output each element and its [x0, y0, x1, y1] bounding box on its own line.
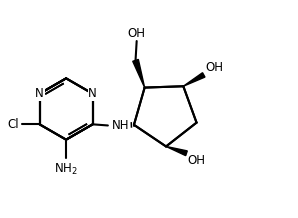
Text: N: N: [35, 87, 44, 100]
Polygon shape: [183, 73, 205, 86]
Text: NH$_2$: NH$_2$: [54, 162, 78, 177]
Polygon shape: [133, 60, 145, 88]
Text: OH: OH: [188, 154, 206, 167]
Text: Cl: Cl: [7, 118, 19, 131]
Text: OH: OH: [205, 61, 223, 74]
Text: OH: OH: [128, 27, 146, 40]
Text: N: N: [88, 87, 97, 100]
Text: N: N: [35, 87, 44, 100]
Polygon shape: [166, 146, 187, 156]
Text: N: N: [88, 87, 97, 100]
Text: NH: NH: [112, 119, 129, 132]
